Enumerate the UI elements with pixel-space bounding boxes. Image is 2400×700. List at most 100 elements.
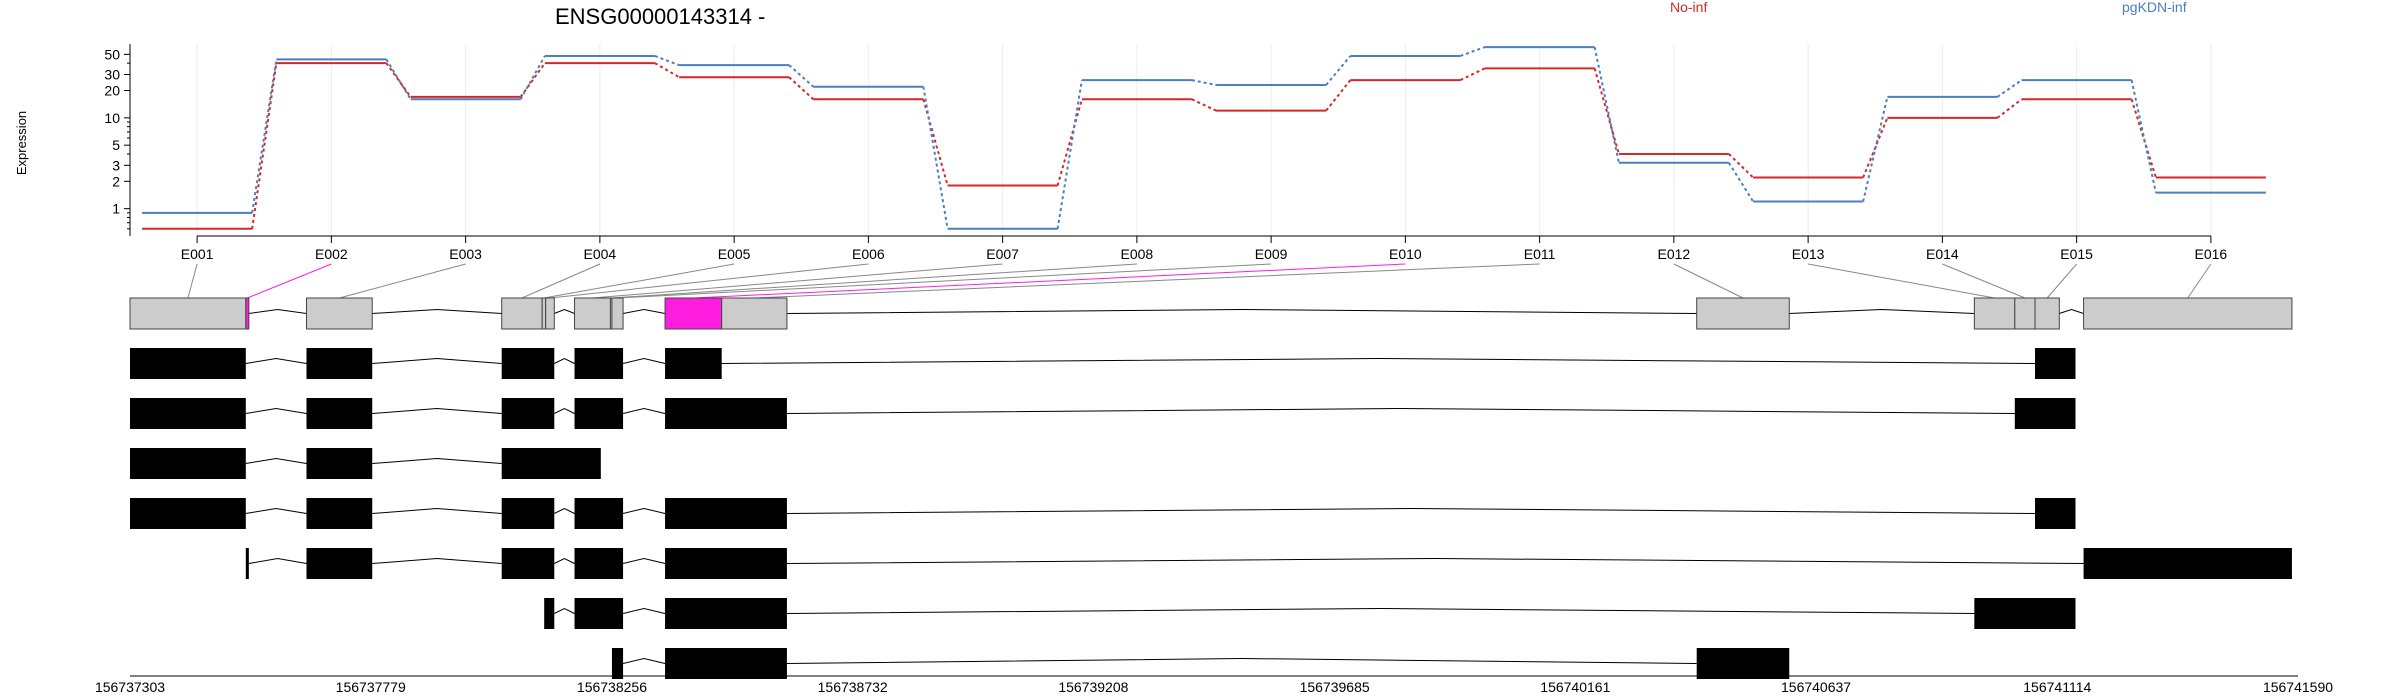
connector-pgkdn-inf: [922, 86, 949, 229]
transcript-intron: [554, 607, 575, 614]
transcript-intron: [245, 407, 307, 414]
gene-intron: [2059, 308, 2084, 314]
y-tick-label-50: 50: [104, 46, 120, 62]
connector-pgkdn-inf: [654, 55, 680, 67]
exon-connector-e002: [247, 263, 332, 299]
exon-connector-e006: [549, 263, 869, 299]
exon-connector-e015: [2046, 263, 2078, 299]
connector-no-inf: [2130, 98, 2157, 178]
x-tick-label-e010: E010: [1389, 246, 1422, 262]
genome-axis-label-156737779: 156737779: [336, 679, 406, 695]
exon-connector-e001: [187, 263, 198, 299]
exon-connector-e010: [693, 263, 1406, 299]
series-no-inf: [142, 62, 2266, 230]
exon-connector-e007: [592, 263, 1003, 299]
transcript-intron: [245, 507, 307, 514]
connector-pgkdn-inf: [1728, 162, 1754, 202]
gene-exon-e006: [545, 297, 555, 330]
connector-pgkdn-inf: [385, 58, 412, 100]
transcript-intron: [786, 557, 2084, 564]
transcript-exon: [306, 548, 373, 579]
transcript-exon: [544, 598, 555, 629]
gene-exon-e009: [611, 297, 624, 330]
transcript-intron: [622, 657, 666, 664]
transcript-exon: [1696, 648, 1790, 679]
transcript-exon: [501, 448, 601, 479]
connector-pgkdn-inf: [788, 64, 815, 88]
transcript-exon: [574, 398, 624, 429]
x-tick-label-e002: E002: [315, 246, 348, 262]
gene-exon-e005: [541, 297, 547, 330]
transcript-exon: [245, 548, 249, 579]
x-tick-label-e014: E014: [1926, 246, 1959, 262]
exon-connector-e013: [1808, 263, 1995, 299]
connector-pgkdn-inf: [1191, 79, 1217, 86]
genome-axis-label-156737303: 156737303: [95, 679, 165, 695]
y-tick-label-5: 5: [112, 137, 120, 153]
connector-no-inf: [1191, 98, 1217, 112]
genome-axis-label-156740637: 156740637: [1781, 679, 1851, 695]
connector-pgkdn-inf: [251, 59, 278, 213]
genome-axis-label-156739685: 156739685: [1300, 679, 1370, 695]
connector-no-inf: [1325, 79, 1352, 112]
genome-axis-label-156740161: 156740161: [1540, 679, 1610, 695]
gene-exon-e013: [1973, 297, 2016, 330]
gene-exon-e002: [245, 297, 250, 330]
x-tick-label-e012: E012: [1658, 246, 1691, 262]
transcript-exon: [665, 548, 787, 579]
exon-connector-e005: [543, 263, 735, 299]
transcript-exon: [574, 598, 624, 629]
connector-pgkdn-inf: [1460, 46, 1485, 57]
genome-axis-label-156741114: 156741114: [2023, 679, 2091, 695]
transcript-exon: [306, 498, 373, 529]
transcript-intron: [245, 357, 307, 364]
transcript-intron: [622, 507, 666, 514]
transcript-exon: [665, 598, 787, 629]
transcript-intron: [372, 357, 502, 364]
transcript-intron: [622, 607, 666, 614]
x-tick-label-e003: E003: [449, 246, 482, 262]
transcript-exon: [501, 498, 555, 529]
x-tick-label-e005: E005: [718, 246, 751, 262]
transcript-exon: [665, 498, 787, 529]
transcript-intron: [245, 457, 307, 464]
transcript-intron: [622, 557, 666, 564]
gene-intron: [248, 308, 307, 314]
transcript-intron: [554, 357, 575, 364]
grid-lines: [196, 44, 2212, 236]
legend-label-pgkdn-inf: pgKDN-inf: [2122, 0, 2187, 15]
gene-exon-e016: [2083, 297, 2293, 330]
legend: No-inf pgKDN-inf: [1670, 0, 2187, 15]
transcript-intron: [372, 407, 502, 414]
connector-no-inf: [1459, 67, 1486, 82]
connector-pgkdn-inf: [1325, 55, 1352, 86]
transcript-exon: [2014, 398, 2076, 429]
transcript-5: [245, 548, 2292, 579]
transcript-intron: [786, 407, 2015, 414]
transcript-tracks: [130, 348, 2292, 679]
legend-label-no-inf: No-inf: [1670, 0, 1707, 15]
genome-axis: 156737303 156737779 156738256 156738732 1567…: [95, 675, 2333, 695]
y-tick-label-2: 2: [112, 173, 120, 189]
transcript-6: [544, 598, 2076, 629]
gene-intron: [554, 308, 575, 314]
transcript-exon: [2035, 498, 2076, 529]
transcript-intron: [372, 557, 502, 564]
transcript-exon: [2035, 348, 2076, 379]
transcript-exon: [130, 498, 246, 529]
exon-connector-e011: [754, 263, 1540, 299]
transcript-exon: [130, 448, 246, 479]
exon-connectors: [187, 263, 2212, 299]
y-tick-label-20: 20: [104, 82, 120, 98]
exon-connector-e012: [1673, 263, 1744, 299]
gene-intron: [1789, 308, 1975, 314]
transcript-7: [611, 648, 1790, 679]
connector-no-inf: [251, 63, 278, 229]
connector-no-inf: [788, 76, 815, 101]
connector-pgkdn-inf: [1593, 46, 1620, 163]
transcript-intron: [721, 357, 2036, 364]
x-axis: E001 E002 E003 E004 E005 E006 E007 E008 E009 E010…: [181, 235, 2227, 262]
transcript-3: [130, 448, 601, 479]
genome-axis-label-156741590: 156741590: [2263, 679, 2333, 695]
